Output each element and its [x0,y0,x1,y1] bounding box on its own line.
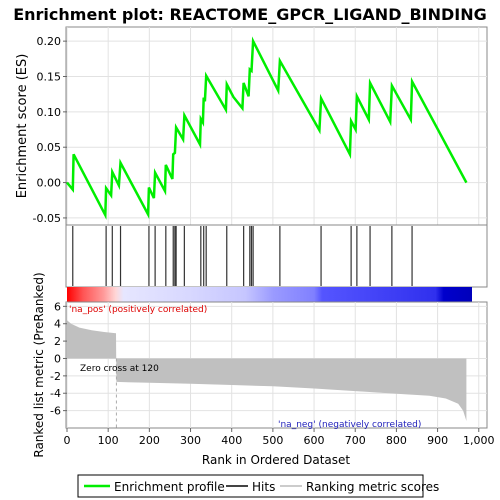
metric-x-tick-label: 400 [221,434,242,447]
zero-cross-label: Zero cross at 120 [80,364,159,374]
es-y-tick-label: 0.05 [37,141,62,154]
metric-x-axis-label: Rank in Ordered Dataset [202,453,350,467]
es-y-axis: -0.05 0.00 0.05 0.10 0.15 0.20 [33,35,67,225]
metric-y-tick-label: 6 [54,300,61,313]
es-panel: -0.05 0.00 0.05 0.10 0.15 0.20 Enrichment sco… [15,26,488,226]
es-panel-frame [65,26,488,226]
legend-label-ranking-metric: Ranking metric scores [306,480,439,494]
metric-x-axis: 0 100 200 300 400 500 600 700 800 900 1,000 [64,428,495,447]
es-y-tick-label: 0.20 [37,35,62,48]
rank-gradient [67,287,472,302]
legend: Enrichment profile Hits Ranking metric s… [77,474,439,498]
metric-x-tick-label: 1,000 [463,434,495,447]
metric-panel: -6 -4 -2 0 2 4 6 0 100 200 300 400 500 600 700 800 900 1… [32,272,495,467]
metric-x-tick-label: 0 [64,434,71,447]
metric-y-tick-label: 0 [54,352,61,365]
es-y-tick-label: 0.00 [37,177,62,190]
metric-y-tick-label: -2 [50,370,61,383]
legend-label-enrichment-profile: Enrichment profile [114,480,225,494]
hits-panel [65,224,488,288]
metric-x-tick-label: 100 [98,434,119,447]
ranking-metric-area [67,320,467,421]
pos-correlation-label: 'na_pos' (positively correlated) [69,305,207,315]
es-y-axis-label: Enrichment score (ES) [15,54,30,199]
chart-title: Enrichment plot: REACTOME_GPCR_LIGAND_BI… [13,5,487,24]
metric-x-tick-label: 800 [386,434,407,447]
legend-label-hits: Hits [252,480,275,494]
metric-y-tick-label: 4 [54,318,61,331]
metric-y-tick-label: -4 [50,387,61,400]
hit-markers [72,226,413,286]
es-y-tick-label: 0.10 [37,106,62,119]
metric-x-tick-label: 500 [262,434,283,447]
es-y-tick-label: 0.15 [37,71,62,84]
metric-x-tick-label: 700 [345,434,366,447]
enrichment-profile-line [66,36,468,220]
metric-x-tick-label: 900 [427,434,448,447]
metric-y-axis: -6 -4 -2 0 2 4 6 [50,300,67,418]
metric-y-axis-label: Ranked list metric (PreRanked) [32,272,46,457]
rank-color-bar [67,287,472,302]
legend-box [77,474,424,498]
es-y-tick-label: -0.05 [33,212,61,225]
hits-panel-frame [65,224,488,288]
metric-x-tick-label: 300 [180,434,201,447]
metric-x-tick-label: 600 [304,434,325,447]
metric-x-tick-label: 200 [139,434,160,447]
neg-correlation-label: 'na_neg' (negatively correlated) [278,420,421,430]
metric-y-tick-label: -6 [50,405,61,418]
metric-y-tick-label: 2 [54,335,61,348]
